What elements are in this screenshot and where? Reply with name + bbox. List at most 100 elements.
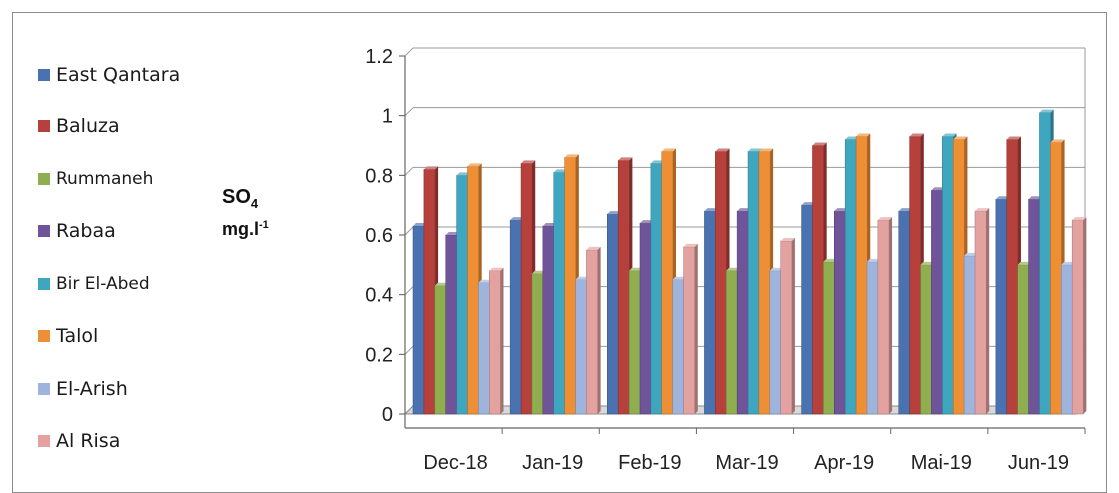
bar bbox=[963, 255, 976, 415]
bar bbox=[575, 279, 587, 415]
legend-swatch bbox=[38, 225, 50, 237]
legend-item: Bir El-Abed bbox=[38, 271, 150, 297]
bar bbox=[855, 136, 868, 415]
legend-swatch bbox=[38, 173, 50, 185]
legend-label: Rummaneh bbox=[56, 169, 154, 189]
x-tick-label: Feb-19 bbox=[618, 452, 681, 474]
x-tick-label: Dec-18 bbox=[423, 452, 487, 474]
bar bbox=[909, 136, 922, 415]
x-tick-label: Mar-19 bbox=[715, 452, 778, 474]
bar bbox=[617, 160, 630, 415]
legend-item: El-Arish bbox=[38, 376, 128, 402]
bar-top bbox=[953, 136, 968, 140]
bar bbox=[974, 210, 987, 415]
gridline-side bbox=[404, 226, 414, 236]
bar-top bbox=[661, 148, 676, 152]
bar bbox=[683, 246, 696, 415]
bar bbox=[628, 270, 641, 415]
bar bbox=[531, 273, 544, 415]
bar bbox=[801, 204, 814, 415]
bar bbox=[823, 261, 835, 415]
bar-top bbox=[489, 267, 504, 271]
bar-top bbox=[975, 208, 990, 212]
bar bbox=[509, 219, 522, 415]
bar bbox=[553, 172, 566, 415]
y-tick-label: 0 bbox=[382, 404, 393, 426]
bar bbox=[412, 225, 425, 415]
y-tick-label: 1 bbox=[382, 106, 393, 128]
bar bbox=[877, 219, 890, 415]
y-axis-label-line1: SO4 bbox=[222, 186, 259, 211]
legend-label: El-Arish bbox=[56, 378, 128, 400]
bar-top bbox=[445, 232, 460, 235]
bar bbox=[434, 285, 447, 415]
bar-top bbox=[564, 154, 579, 158]
bar bbox=[1071, 219, 1084, 415]
y-axis-label: SO4 mg.l-1 bbox=[222, 186, 292, 240]
gridline-side bbox=[404, 107, 414, 117]
bar-side bbox=[694, 243, 698, 414]
bar bbox=[520, 163, 533, 415]
bar bbox=[456, 175, 469, 415]
bar bbox=[661, 151, 674, 415]
bar-side bbox=[500, 267, 504, 414]
bar bbox=[812, 145, 824, 415]
bar-top bbox=[812, 142, 827, 146]
bar bbox=[489, 270, 501, 415]
bar bbox=[747, 151, 760, 415]
y-tick-label: 0.6 bbox=[365, 225, 393, 247]
bar bbox=[1061, 264, 1073, 415]
bar-top bbox=[478, 279, 493, 283]
gridline-side bbox=[404, 166, 414, 176]
x-tick-label: Mai-19 bbox=[911, 452, 972, 474]
bar bbox=[1028, 198, 1041, 415]
bar bbox=[564, 157, 577, 415]
gridline-side bbox=[404, 345, 414, 355]
legend-label: Bir El-Abed bbox=[56, 274, 150, 294]
bar-side bbox=[791, 237, 795, 414]
bar bbox=[780, 240, 793, 415]
bar-top bbox=[1050, 139, 1065, 143]
x-tick-label: Jun-19 bbox=[1008, 452, 1069, 474]
bar-top bbox=[942, 133, 957, 137]
bar bbox=[769, 270, 782, 415]
bar-top bbox=[877, 217, 893, 221]
bar-top bbox=[618, 157, 633, 161]
bar bbox=[931, 190, 943, 415]
legend-swatch bbox=[38, 69, 50, 81]
bar bbox=[607, 213, 619, 415]
bar-top bbox=[586, 246, 601, 250]
bar bbox=[672, 279, 685, 415]
bar-top bbox=[715, 148, 730, 152]
bar bbox=[423, 169, 436, 415]
bar bbox=[898, 210, 911, 415]
bar-top bbox=[1039, 109, 1054, 113]
bar bbox=[942, 136, 954, 415]
y-axis-label-line2: mg.l-1 bbox=[222, 219, 269, 239]
legend-swatch bbox=[38, 330, 50, 342]
bar bbox=[758, 151, 771, 415]
legend-swatch bbox=[38, 120, 50, 132]
bar-side bbox=[1083, 217, 1087, 414]
y-tick-label: 1.2 bbox=[365, 46, 393, 68]
y-tick-label: 0.2 bbox=[365, 344, 393, 366]
bar bbox=[1050, 142, 1062, 415]
bar-top bbox=[521, 160, 536, 164]
legend-item: Rummaneh bbox=[38, 166, 153, 192]
bar bbox=[445, 234, 458, 415]
bar bbox=[467, 166, 479, 415]
bar bbox=[704, 210, 716, 415]
gridline-side bbox=[404, 47, 414, 57]
legend-swatch bbox=[38, 278, 50, 290]
bar bbox=[725, 270, 738, 415]
bar-side bbox=[986, 208, 990, 414]
legend-label: Al Risa bbox=[56, 430, 121, 452]
bar-top bbox=[434, 282, 449, 286]
bar-side bbox=[889, 217, 893, 414]
bar-top bbox=[423, 166, 439, 170]
bar bbox=[1039, 112, 1051, 415]
bar bbox=[834, 210, 846, 415]
y-tick-label: 0.8 bbox=[365, 165, 393, 187]
x-tick-label: Apr-19 bbox=[814, 452, 874, 474]
